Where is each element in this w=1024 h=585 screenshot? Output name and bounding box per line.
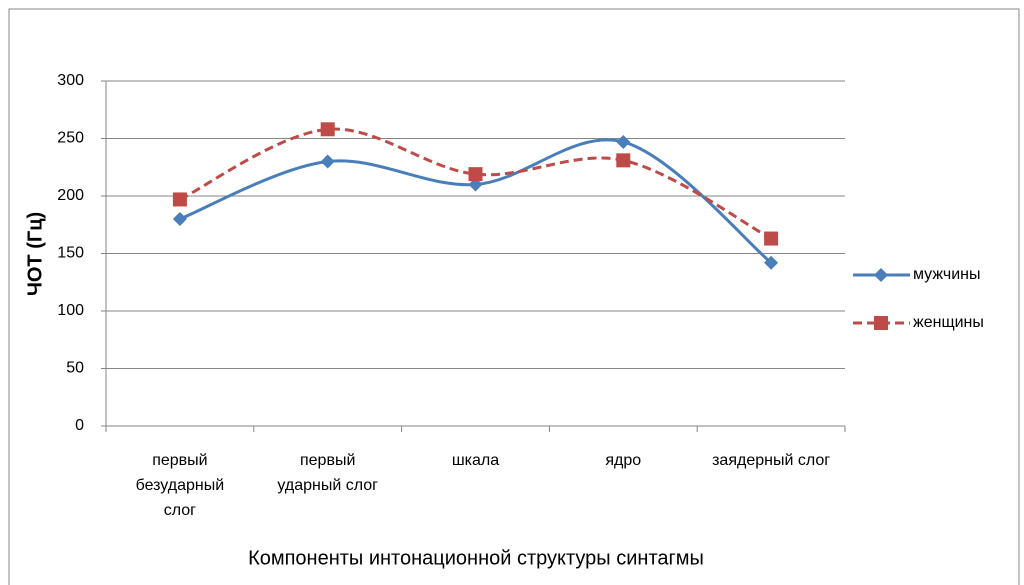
x-tick-label: заядерный слог: [712, 452, 831, 469]
y-tick-label: 100: [57, 302, 84, 319]
data-point: [764, 255, 779, 270]
legend-label: мужчины: [913, 266, 981, 283]
y-axis-title: ЧОТ (Гц): [24, 212, 46, 296]
y-tick-label: 0: [75, 417, 84, 434]
x-tick-label: ядро: [605, 452, 642, 469]
legend-marker: [874, 316, 888, 330]
legend-marker: [874, 268, 888, 282]
y-tick-label: 250: [57, 130, 84, 147]
data-point: [764, 231, 779, 246]
data-point: [468, 167, 483, 182]
data-point: [172, 212, 187, 226]
data-point: [172, 192, 187, 207]
x-tick-label: первый ударный слог: [277, 452, 378, 494]
y-tick-label: 200: [57, 187, 84, 204]
y-tick-label: 50: [66, 360, 84, 377]
chart-border: [8, 8, 1020, 585]
series-line: [179, 127, 772, 240]
y-tick-label: 300: [57, 72, 84, 89]
data-point: [616, 134, 631, 149]
x-tick-label: шкала: [451, 452, 500, 469]
x-tick-label: первый безударный слог: [135, 452, 225, 519]
data-point: [616, 153, 631, 168]
x-axis-title: Компоненты интонационной структуры синта…: [248, 547, 704, 569]
data-point: [320, 154, 335, 169]
legend-label: женщины: [913, 314, 984, 331]
y-tick-label: 150: [57, 245, 84, 262]
data-point: [320, 122, 335, 137]
